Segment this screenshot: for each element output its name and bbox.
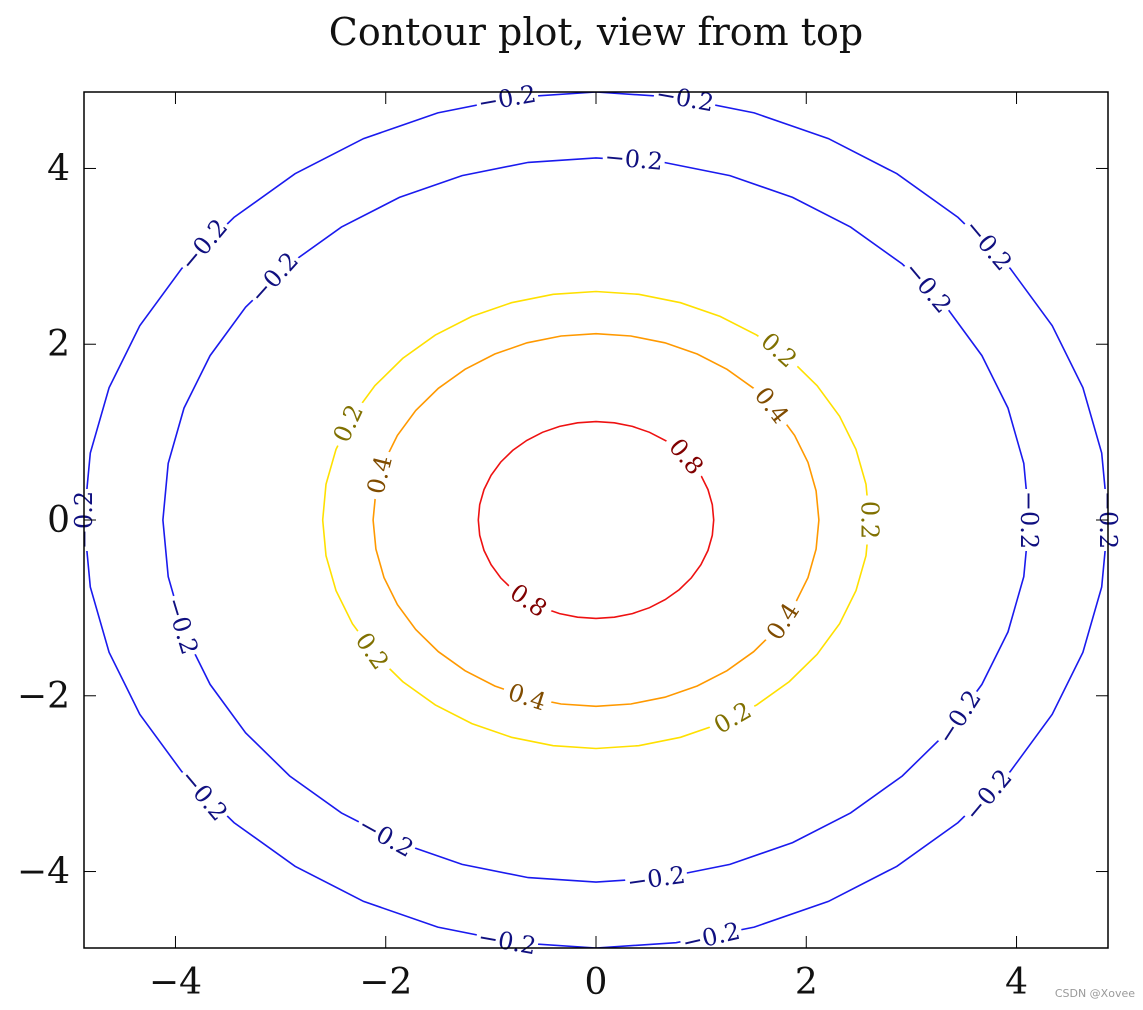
contour-label-2-4: 0.2 <box>704 693 761 743</box>
chart-title: Contour plot, view from top <box>329 10 864 54</box>
contour-label-text: 0.2 <box>855 501 883 539</box>
contour-line-4 <box>477 420 715 620</box>
contour-label-2-3: 0.2 <box>346 623 398 680</box>
contour-label-0-9: −0.2 <box>677 916 745 958</box>
contour-label-1-7: −0.2 <box>623 860 689 897</box>
contour-line-3 <box>372 332 820 708</box>
x-tick-label: 4 <box>1005 962 1028 1003</box>
contour-label-0-0: −0.2 <box>474 79 541 118</box>
contour-label-text: −0.2 <box>604 143 664 176</box>
contour-label-2-1: 0.2 <box>325 395 372 452</box>
axis-tick-labels: −4 −2 0 2 4 −4 −2 0 2 4 <box>17 148 1028 1003</box>
contour-label-text: −0.2 <box>354 810 419 863</box>
contour-label-text: −0.2 <box>654 80 716 118</box>
y-tick-label: −2 <box>17 676 70 717</box>
contour-label-text: −0.2 <box>1015 491 1043 549</box>
contour-label-1-0: −0.2 <box>601 142 666 176</box>
contour-lines <box>84 92 1108 948</box>
contour-label-4-0: 0.8 <box>659 428 713 485</box>
contour-label-text: −0.2 <box>476 80 538 118</box>
y-tick-label: 4 <box>47 148 70 189</box>
contour-label-0-1: −0.2 <box>651 79 718 118</box>
contour-labels: −0.2 −0.2 −0.2 −0.2 −0.2 −0.2 −0.2 −0.2 −0.2 −0.2… <box>70 79 1122 961</box>
x-tick-label: 0 <box>585 962 608 1003</box>
contour-label-3-1: 0.4 <box>360 447 400 503</box>
contour-label-text: −0.2 <box>680 917 743 957</box>
contour-label-2-2: 0.2 <box>855 495 884 545</box>
contour-label-1-6: −0.2 <box>352 809 420 864</box>
contour-label-1-3: −0.2 <box>1015 489 1044 551</box>
contour-label-2-0: 0.2 <box>751 323 807 377</box>
watermark: CSDN @Xovee <box>1054 987 1135 1000</box>
x-tick-label: −4 <box>149 962 202 1003</box>
plot-frame <box>83 91 1109 949</box>
contour-label-3-0: 0.4 <box>745 377 798 434</box>
x-tick-label: 2 <box>795 962 818 1003</box>
y-tick-label: 2 <box>47 324 70 365</box>
axis-ticks <box>84 92 1108 948</box>
contour-label-text: −0.2 <box>160 594 204 658</box>
contour-label-1-4: −0.2 <box>159 592 205 660</box>
contour-label-0-8: −0.2 <box>474 922 541 961</box>
contour-label-text: −0.2 <box>476 923 538 961</box>
contour-line-0 <box>84 92 1108 948</box>
contour-label-1-5: −0.2 <box>930 683 988 751</box>
contour-label-3-3: 0.4 <box>499 676 555 719</box>
x-tick-label: −2 <box>359 962 412 1003</box>
y-tick-label: −4 <box>17 852 70 893</box>
contour-line-1 <box>162 157 1030 883</box>
contour-label-text: 0.4 <box>361 453 397 497</box>
contour-label-4-1: 0.8 <box>500 575 557 627</box>
y-tick-label: 0 <box>47 500 70 541</box>
contour-label-text: −0.2 <box>625 861 687 897</box>
